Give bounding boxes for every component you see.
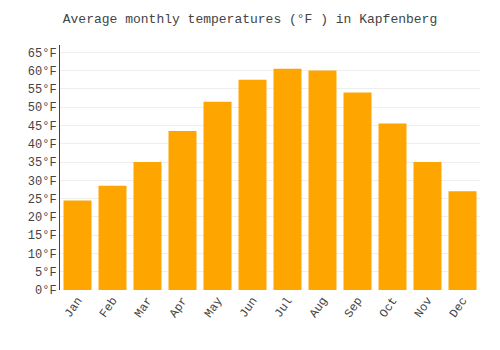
svg-text:40°F: 40°F: [28, 138, 57, 152]
svg-text:Dec: Dec: [447, 295, 471, 321]
svg-text:Feb: Feb: [97, 295, 121, 321]
svg-text:20°F: 20°F: [28, 211, 57, 225]
svg-text:Sep: Sep: [342, 295, 366, 321]
svg-text:Jul: Jul: [272, 295, 296, 321]
svg-text:Jun: Jun: [237, 295, 261, 321]
svg-text:10°F: 10°F: [28, 248, 57, 262]
svg-text:Oct: Oct: [377, 295, 401, 321]
svg-text:25°F: 25°F: [28, 193, 57, 207]
svg-text:Jan: Jan: [62, 295, 86, 321]
svg-text:15°F: 15°F: [28, 229, 57, 243]
svg-text:5°F: 5°F: [35, 266, 57, 280]
svg-text:45°F: 45°F: [28, 120, 57, 134]
svg-text:30°F: 30°F: [28, 175, 57, 189]
svg-text:0°F: 0°F: [35, 284, 57, 298]
svg-text:Apr: Apr: [167, 295, 191, 321]
svg-text:50°F: 50°F: [28, 101, 57, 115]
svg-text:35°F: 35°F: [28, 156, 57, 170]
svg-text:Aug: Aug: [307, 295, 331, 321]
svg-text:55°F: 55°F: [28, 83, 57, 97]
svg-text:Average monthly temperatures (: Average monthly temperatures (°F ) in Ka…: [63, 12, 437, 27]
svg-text:May: May: [202, 295, 226, 321]
svg-text:60°F: 60°F: [28, 65, 57, 79]
svg-text:Nov: Nov: [412, 295, 436, 321]
svg-text:Mar: Mar: [132, 295, 156, 321]
svg-text:65°F: 65°F: [28, 47, 57, 61]
